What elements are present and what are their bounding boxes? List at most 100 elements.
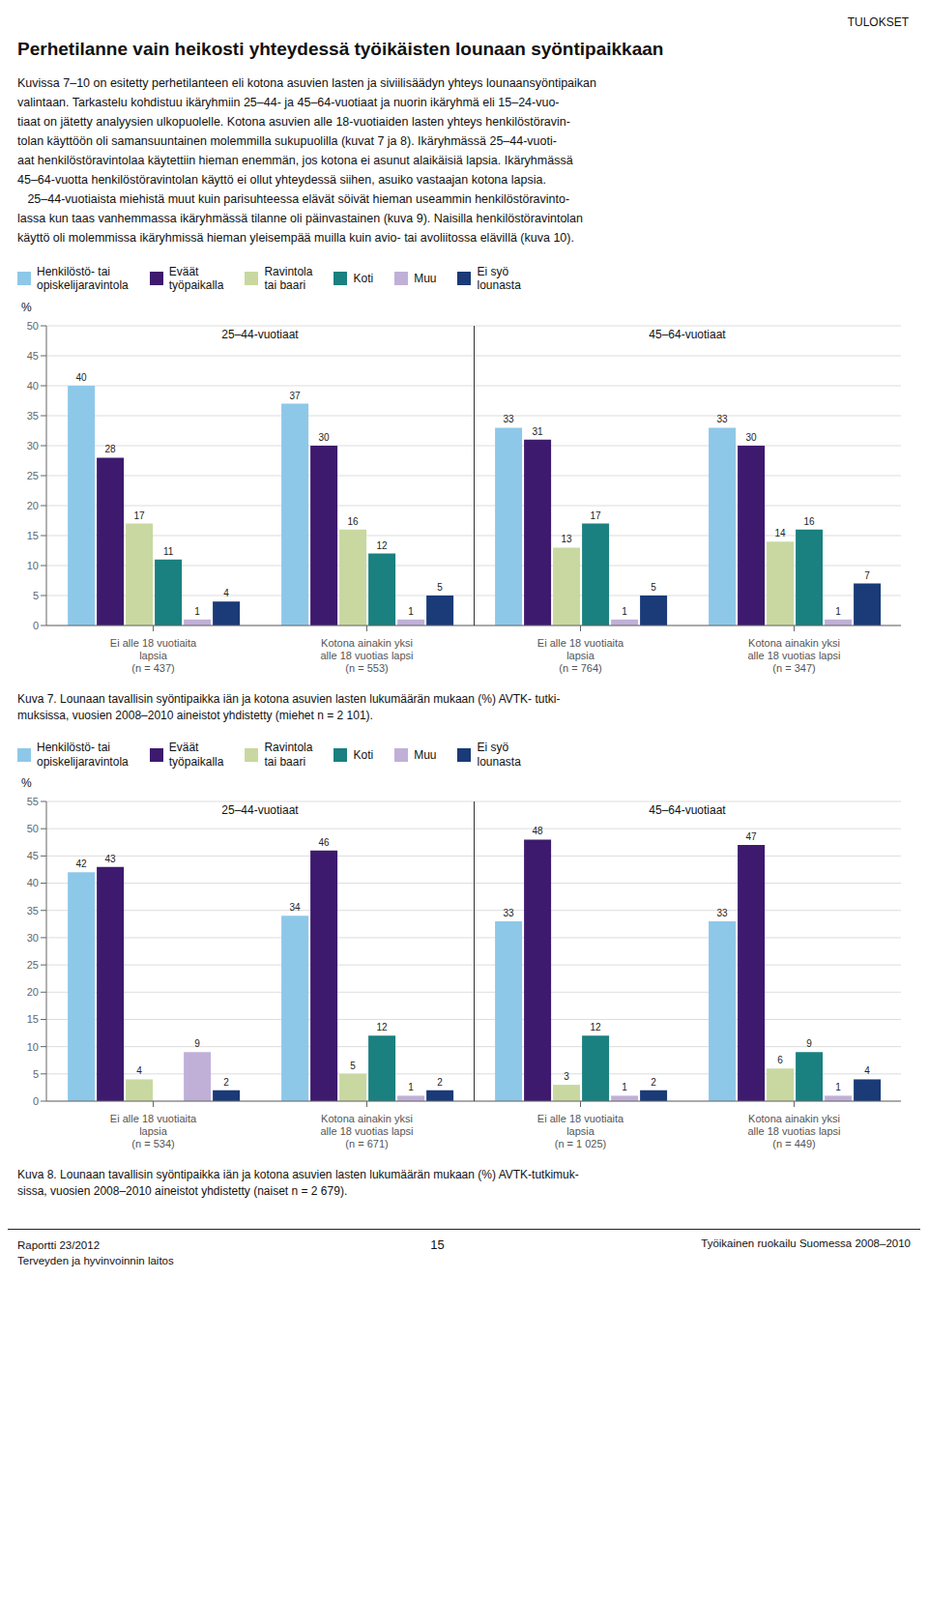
svg-text:1: 1 <box>835 1082 841 1094</box>
html-text:lassa kun taas vanhemmassa ikä: lassa kun taas vanhemmassa ikäryhmässä t… <box>17 211 583 226</box>
svg-text:33: 33 <box>717 413 729 425</box>
svg-text:55: 55 <box>27 795 39 808</box>
svg-text:35: 35 <box>27 409 39 422</box>
svg-text:11: 11 <box>163 546 174 557</box>
svg-text:9: 9 <box>806 1038 812 1049</box>
svg-text:12: 12 <box>377 1022 389 1034</box>
svg-text:33: 33 <box>503 907 516 919</box>
svg-text:31: 31 <box>532 426 545 437</box>
svg-text:1: 1 <box>621 606 628 617</box>
html-text:Kuva 7. Lounaan tavallisin syö: Kuva 7. Lounaan tavallisin syöntipaikka … <box>17 691 561 722</box>
svg-text:13: 13 <box>561 533 574 545</box>
svg-text:1: 1 <box>407 1082 414 1094</box>
svg-text:35: 35 <box>27 904 39 917</box>
svg-text:28: 28 <box>105 443 117 455</box>
svg-text:48: 48 <box>532 826 545 838</box>
svg-text:40: 40 <box>27 379 39 392</box>
svg-text:5: 5 <box>32 1068 39 1080</box>
svg-text:10: 10 <box>27 1041 39 1053</box>
svg-text:4: 4 <box>864 1066 870 1077</box>
svg-text:Kotona ainakin yksialle 18 vuo: Kotona ainakin yksialle 18 vuotias lapsi… <box>319 637 413 674</box>
svg-text:34: 34 <box>290 902 302 914</box>
html-text:Muu: Muu <box>413 747 437 762</box>
html-text:Henkilöstö- tai opiskelijaravi: Henkilöstö- tai opiskelijaravintola <box>36 264 129 293</box>
svg-text:33: 33 <box>503 413 516 425</box>
svg-text:50: 50 <box>27 822 39 835</box>
html-text:valintaan. Tarkastelu kohdistu: valintaan. Tarkastelu kohdistuu ikäryhmi… <box>17 95 560 110</box>
svg-text:30: 30 <box>27 931 39 944</box>
svg-text:4: 4 <box>136 1066 143 1077</box>
svg-text:50: 50 <box>27 319 39 332</box>
html-text:aat henkilöstöravintolaa käyte: aat henkilöstöravintolaa käytettiin hiem… <box>17 153 573 168</box>
svg-text:0: 0 <box>32 1095 39 1107</box>
html-text:Eväät työpaikalla: Eväät työpaikalla <box>168 740 224 769</box>
svg-text:0: 0 <box>32 619 39 632</box>
html-text:25–44-vuotiaat: 25–44-vuotiaat <box>221 327 299 342</box>
svg-text:15: 15 <box>27 529 39 542</box>
html-text:Ravintola tai baari: Ravintola tai baari <box>264 740 313 769</box>
svg-text:4: 4 <box>223 587 230 599</box>
html-text:Ei syö lounasta: Ei syö lounasta <box>477 264 521 293</box>
svg-text:5: 5 <box>436 581 443 593</box>
svg-text:37: 37 <box>290 389 302 401</box>
svg-text:30: 30 <box>319 432 331 443</box>
svg-text:20: 20 <box>27 499 39 512</box>
svg-text:Kotona ainakin yksialle 18 vuo: Kotona ainakin yksialle 18 vuotias lapsi… <box>319 1112 413 1150</box>
svg-text:33: 33 <box>717 907 729 919</box>
svg-text:1: 1 <box>835 606 841 617</box>
svg-text:2: 2 <box>223 1076 230 1088</box>
svg-text:5: 5 <box>650 581 657 593</box>
html-text:Eväät työpaikalla: Eväät työpaikalla <box>168 264 224 293</box>
svg-text:25: 25 <box>27 469 39 482</box>
svg-text:47: 47 <box>746 831 758 842</box>
html-text:Kuva 8. Lounaan tavallisin syö: Kuva 8. Lounaan tavallisin syöntipaikka … <box>17 1167 579 1198</box>
html-text:Koti: Koti <box>353 747 374 762</box>
svg-text:Kotona ainakin yksialle 18 vuo: Kotona ainakin yksialle 18 vuotias lapsi… <box>747 1112 841 1150</box>
svg-text:6: 6 <box>777 1054 783 1066</box>
svg-text:14: 14 <box>775 527 787 539</box>
html-text:Raportti 23/2012 Terveyden ja: Raportti 23/2012 Terveyden ja hyvinvoinn… <box>17 1239 174 1267</box>
svg-text:1: 1 <box>407 606 414 617</box>
svg-text:5: 5 <box>32 589 39 602</box>
html-text:Henkilöstö- tai opiskelijaravi: Henkilöstö- tai opiskelijaravintola <box>36 740 129 769</box>
svg-text:Kotona ainakin yksialle 18 vuo: Kotona ainakin yksialle 18 vuotias lapsi… <box>747 637 841 674</box>
svg-text:16: 16 <box>804 516 816 527</box>
svg-text:16: 16 <box>348 516 360 527</box>
svg-text:40: 40 <box>76 372 88 383</box>
svg-text:Ei alle 18 vuotiaitalapsia(n =: Ei alle 18 vuotiaitalapsia(n = 764) <box>537 637 625 674</box>
html-text:Perhetilanne vain heikosti yht: Perhetilanne vain heikosti yhteydessä ty… <box>17 38 664 59</box>
html-text:Muu: Muu <box>413 271 437 286</box>
svg-text:12: 12 <box>377 539 389 551</box>
svg-text:17: 17 <box>134 509 146 521</box>
svg-text:30: 30 <box>27 439 39 452</box>
svg-text:1: 1 <box>621 1082 628 1094</box>
html-text:Koti: Koti <box>353 271 374 286</box>
svg-text:10: 10 <box>27 559 39 572</box>
svg-text:25: 25 <box>27 958 39 971</box>
html-text:25–44-vuotiaat: 25–44-vuotiaat <box>221 803 299 818</box>
svg-text:17: 17 <box>590 509 603 521</box>
svg-text:43: 43 <box>105 853 117 865</box>
svg-text:3: 3 <box>563 1071 570 1082</box>
svg-text:Ei alle 18 vuotiaitalapsia(n =: Ei alle 18 vuotiaitalapsia(n = 437) <box>110 637 198 674</box>
svg-text:1: 1 <box>194 606 201 617</box>
svg-text:2: 2 <box>650 1076 657 1088</box>
html-text:Ei syö lounasta: Ei syö lounasta <box>477 740 521 769</box>
svg-text:45: 45 <box>27 849 39 862</box>
svg-text:15: 15 <box>27 1014 39 1026</box>
svg-text:12: 12 <box>590 1022 603 1034</box>
svg-text:Ei alle 18 vuotiaitalapsia(n =: Ei alle 18 vuotiaitalapsia(n = 1 025) <box>537 1112 625 1150</box>
svg-text:Ei alle 18 vuotiaitalapsia(n =: Ei alle 18 vuotiaitalapsia(n = 534) <box>110 1112 198 1150</box>
svg-text:7: 7 <box>864 569 870 580</box>
svg-text:30: 30 <box>746 432 758 443</box>
html-text:45–64-vuotiaat: 45–64-vuotiaat <box>648 327 726 342</box>
html-text:Ravintola tai baari: Ravintola tai baari <box>264 264 313 293</box>
svg-text:45: 45 <box>27 349 39 362</box>
svg-text:40: 40 <box>27 877 39 890</box>
svg-text:42: 42 <box>76 858 88 870</box>
svg-text:2: 2 <box>436 1076 443 1088</box>
svg-text:9: 9 <box>194 1038 201 1049</box>
svg-text:20: 20 <box>27 986 39 998</box>
svg-text:46: 46 <box>319 837 331 848</box>
svg-text:5: 5 <box>349 1060 356 1072</box>
